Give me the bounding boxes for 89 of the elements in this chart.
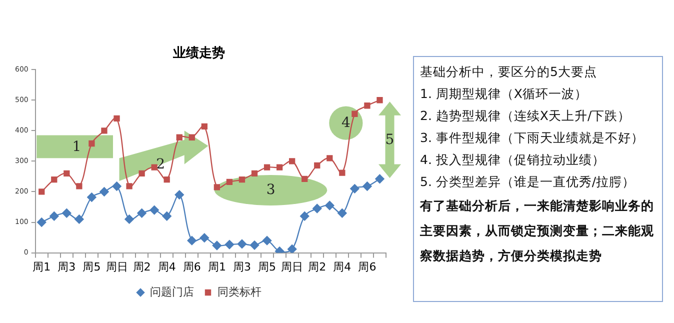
point — [164, 176, 170, 183]
x-tick-label: 周4 — [333, 260, 352, 274]
x-tick-label: 周2 — [132, 260, 151, 274]
point — [200, 233, 210, 242]
point — [339, 170, 346, 176]
point — [352, 110, 358, 117]
point — [138, 170, 145, 176]
chart-title: 业绩走势 — [172, 45, 225, 62]
point — [238, 176, 246, 183]
point — [137, 208, 146, 218]
point — [289, 158, 296, 164]
x-tick-label: 周6 — [182, 260, 201, 274]
x-tick-label: 周5 — [82, 260, 101, 274]
point — [162, 212, 172, 221]
annotation: 1 — [72, 138, 82, 155]
point — [224, 240, 234, 250]
point — [51, 176, 58, 183]
point — [312, 204, 322, 214]
annotation: 3 — [266, 182, 276, 198]
point — [250, 240, 260, 250]
point — [188, 134, 195, 140]
point — [302, 176, 308, 182]
point — [114, 115, 120, 122]
ellipse-shape: 3 — [214, 174, 328, 206]
x-tick-label: 周4 — [158, 260, 176, 274]
point — [314, 162, 320, 169]
point — [101, 128, 108, 134]
point — [276, 164, 283, 170]
point — [300, 212, 310, 221]
point — [64, 170, 70, 176]
text: 有了基础分析后，一来能清楚影响业务的主要因素，从而锁定预测变量；二来能观察数据趋势，方便分类模拟走势 — [420, 197, 655, 265]
point — [174, 190, 184, 200]
point — [201, 123, 208, 130]
point — [176, 134, 182, 140]
point — [338, 208, 347, 218]
annotation: 5 — [385, 132, 394, 148]
point — [87, 192, 96, 202]
annotation: 4 — [341, 115, 350, 132]
legend-label: 问题门店 — [150, 285, 194, 298]
x-tick-label: 周6 — [358, 260, 376, 274]
point — [124, 214, 134, 224]
text: 2. 趋势型规律（连续X天上升/下跌） — [420, 107, 632, 125]
point — [237, 239, 247, 249]
point — [226, 178, 233, 186]
text: 5. 分类型差异（谁是一直优秀/拉腭） — [420, 173, 636, 191]
point — [38, 188, 45, 195]
circle-shape: 4 — [329, 106, 363, 140]
text: 1. 周期型规律（X循环一波） — [420, 85, 588, 103]
arrow-shape: 2 — [119, 130, 208, 182]
x-tick-label: 周1 — [208, 260, 226, 274]
point — [62, 208, 72, 218]
point — [350, 184, 360, 194]
x-tick-label: 周日 — [106, 260, 128, 274]
point — [376, 97, 383, 104]
point — [362, 182, 372, 191]
point — [187, 236, 196, 246]
x-tick-label: 周2 — [308, 260, 326, 274]
text: 3. 事件型规律（下雨天业绩就是不好） — [420, 129, 645, 147]
point — [262, 236, 272, 246]
x-tick-label: 周日 — [281, 260, 304, 274]
point — [100, 187, 109, 196]
point — [50, 212, 59, 221]
legend-label: 同类标杆 — [218, 285, 262, 298]
point — [212, 240, 222, 250]
point — [76, 183, 82, 190]
rectangle-shape: 1 — [36, 135, 113, 158]
point — [287, 244, 297, 253]
point — [151, 164, 158, 170]
text: 4. 投入型规律（促销拉动业绩） — [420, 151, 606, 169]
point — [214, 184, 220, 190]
x-tick-label: 周3 — [232, 260, 251, 274]
x-tick-label: 周5 — [258, 260, 276, 274]
point — [112, 182, 122, 191]
point — [326, 155, 333, 162]
point — [364, 102, 370, 109]
x-tick-label: 周3 — [58, 260, 76, 274]
point — [126, 183, 132, 190]
point — [264, 164, 270, 170]
annotation: 2 — [156, 156, 166, 172]
point — [150, 205, 159, 215]
point — [74, 214, 84, 224]
point — [251, 170, 258, 176]
point — [375, 174, 384, 184]
point — [37, 218, 46, 227]
x-tick-label: 周1 — [32, 260, 51, 274]
point — [88, 140, 95, 147]
text: 基础分析中，要区分的5大要点 — [420, 63, 598, 81]
double-arrow-shape: 5 — [378, 102, 402, 178]
point — [325, 200, 334, 210]
